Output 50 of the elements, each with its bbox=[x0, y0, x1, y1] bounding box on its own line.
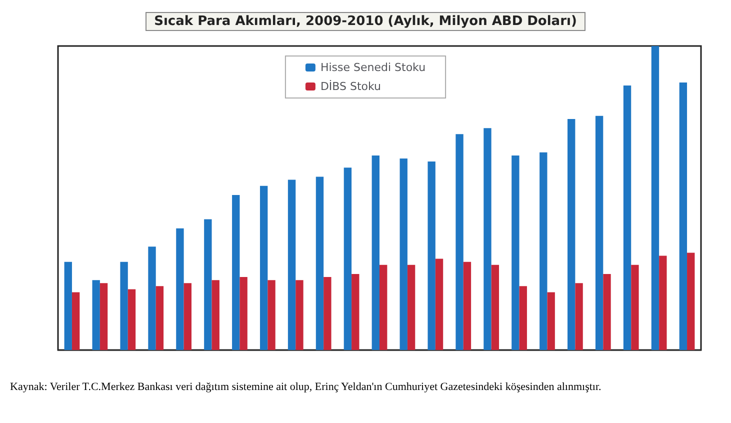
bar bbox=[204, 219, 212, 350]
bar bbox=[519, 286, 527, 350]
bar bbox=[344, 168, 352, 350]
bar bbox=[603, 274, 611, 350]
bar bbox=[184, 283, 192, 350]
bar bbox=[324, 277, 332, 350]
bar bbox=[651, 46, 660, 350]
bar bbox=[92, 280, 100, 350]
legend-label: DİBS Stoku bbox=[320, 79, 382, 93]
bar bbox=[547, 292, 555, 350]
bar bbox=[687, 252, 695, 350]
bar bbox=[380, 264, 388, 350]
bar bbox=[512, 155, 520, 350]
bar bbox=[288, 180, 296, 350]
bar bbox=[156, 286, 164, 350]
bar bbox=[260, 186, 268, 350]
bar bbox=[463, 262, 472, 350]
bar bbox=[540, 152, 548, 350]
bar bbox=[575, 283, 583, 350]
bar bbox=[595, 116, 604, 350]
bar bbox=[631, 264, 639, 350]
bar bbox=[100, 283, 108, 350]
bar bbox=[72, 292, 80, 350]
legend-label: Hisse Senedi Stoku bbox=[320, 61, 426, 74]
bar bbox=[64, 262, 72, 350]
bar bbox=[623, 86, 632, 350]
bar bbox=[568, 118, 576, 350]
bar bbox=[128, 289, 136, 350]
chart-title: Sıcak Para Akımları, 2009-2010 (Aylık, Milyon ABD Doları) bbox=[154, 14, 577, 29]
text: Kaynak: Veriler T.C.Merkez Bankası veri dağıtım sistemine ait olup, Erinç Yeldan'ın Cumhuriyet Gazetesindeki köşesinden alınmıştır. bbox=[9, 380, 602, 394]
bar bbox=[484, 128, 492, 350]
bar bbox=[400, 158, 408, 350]
bar bbox=[679, 82, 688, 350]
bar bbox=[407, 264, 416, 350]
bar bbox=[491, 264, 500, 350]
bar bbox=[176, 228, 184, 350]
bar bbox=[296, 280, 304, 350]
bar bbox=[435, 258, 444, 350]
bar bbox=[316, 176, 324, 350]
bar bbox=[456, 134, 464, 350]
bar bbox=[232, 194, 240, 350]
bar bbox=[120, 262, 128, 350]
bar bbox=[659, 256, 667, 350]
bar bbox=[372, 155, 380, 350]
bar bbox=[428, 162, 436, 350]
bar bbox=[240, 277, 248, 350]
bar bbox=[148, 246, 156, 350]
bar bbox=[352, 274, 360, 350]
bar bbox=[212, 280, 220, 350]
bar bbox=[268, 280, 276, 350]
